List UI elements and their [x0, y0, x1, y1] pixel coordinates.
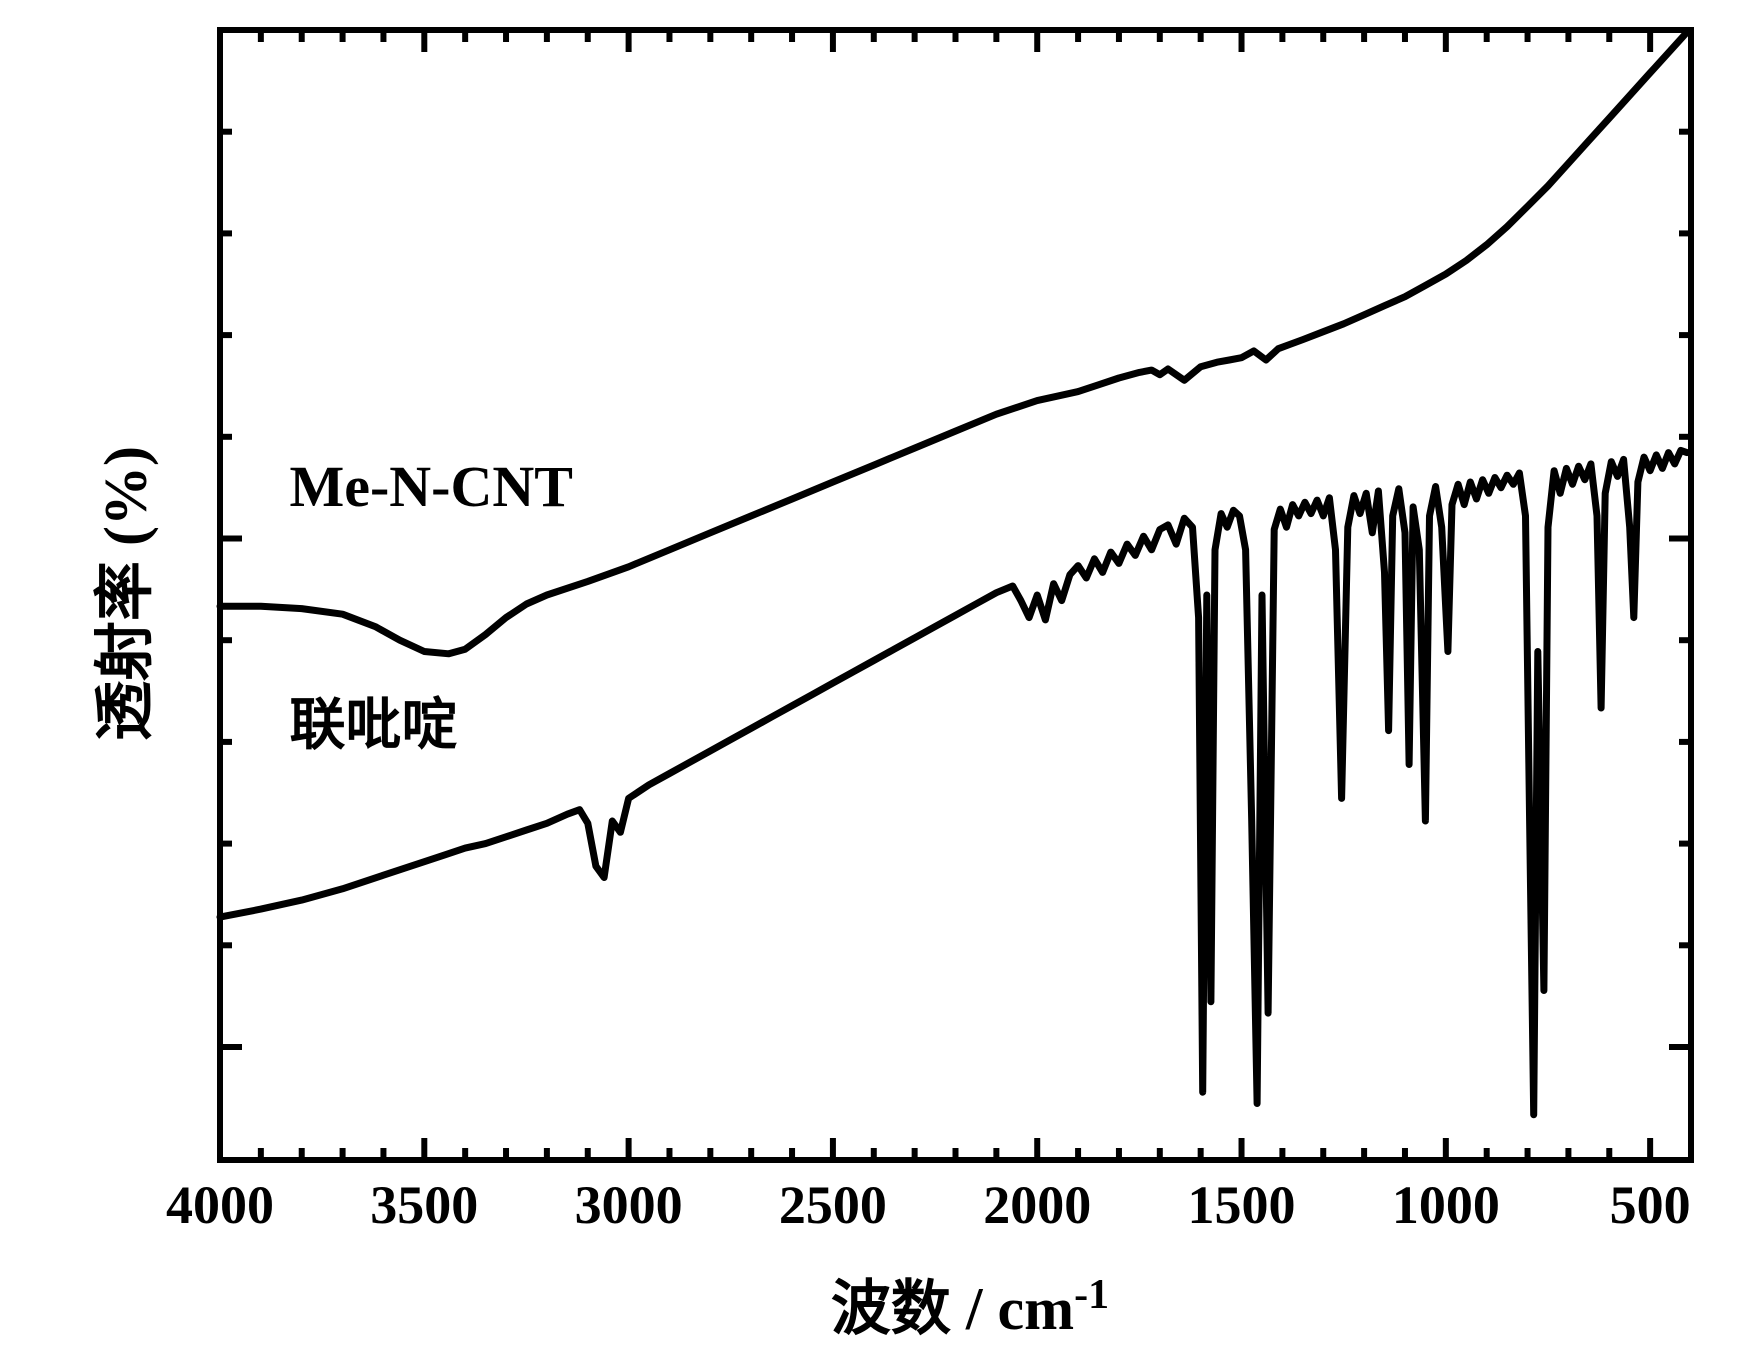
x-tick-label: 2500 [753, 1174, 913, 1236]
chart-root: 透射率 (%) 波数 / cm-1 Me-N-CNT 联吡啶 4000 3500 30… [0, 0, 1741, 1358]
x-axis-label-super: -1 [1074, 1272, 1109, 1318]
y-axis-label-text: 透射率 (%) [93, 446, 159, 741]
x-axis-label-text: 波数 / cm [831, 1276, 1074, 1342]
x-tick-label: 3000 [549, 1174, 709, 1236]
x-axis-label: 波数 / cm-1 [620, 1260, 1320, 1347]
series-label: 联吡啶 [289, 680, 457, 761]
x-tick-label: 1000 [1366, 1174, 1526, 1236]
series-label: Me-N-CNT [289, 453, 572, 520]
x-tick-label: 3500 [344, 1174, 504, 1236]
chart-svg [0, 0, 1741, 1358]
x-tick-label: 2000 [957, 1174, 1117, 1236]
x-tick-label: 1500 [1162, 1174, 1322, 1236]
x-tick-label: 500 [1570, 1174, 1730, 1236]
x-tick-label: 4000 [140, 1174, 300, 1236]
y-axis-label: 透射率 (%) [77, 394, 164, 794]
